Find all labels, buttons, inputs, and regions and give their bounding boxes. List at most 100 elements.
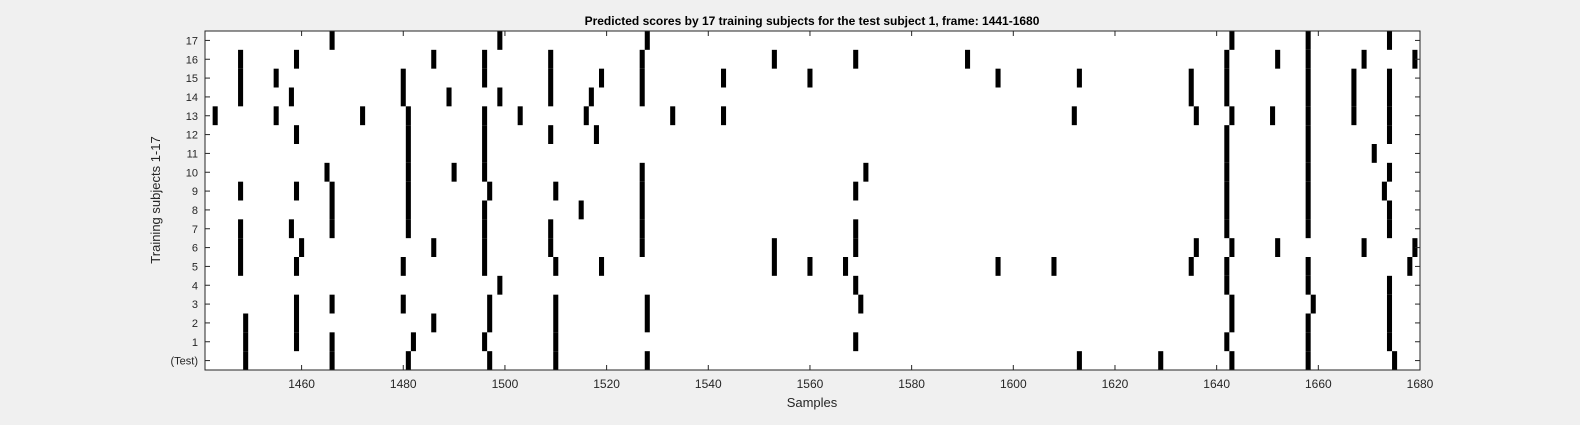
score-mark [583, 106, 589, 126]
score-mark [599, 68, 605, 88]
score-mark [451, 162, 457, 182]
score-mark [1361, 238, 1367, 257]
score-mark [1224, 275, 1230, 295]
y-tick-label: 17 [186, 35, 198, 47]
score-mark [548, 68, 554, 88]
score-mark [1412, 49, 1418, 69]
score-mark [1224, 219, 1230, 239]
score-mark [243, 332, 249, 352]
score-mark [639, 162, 645, 182]
score-mark [578, 200, 584, 220]
score-mark [1371, 144, 1377, 163]
score-mark [324, 162, 330, 182]
score-mark [400, 87, 406, 107]
score-mark [1305, 87, 1311, 107]
score-mark [238, 257, 244, 276]
score-mark [1229, 294, 1235, 314]
score-mark [1305, 332, 1311, 352]
score-mark [670, 106, 676, 126]
score-mark [1188, 87, 1194, 107]
score-mark [1310, 294, 1316, 314]
score-mark [400, 294, 406, 314]
score-mark [431, 49, 437, 69]
score-mark [431, 238, 437, 257]
score-mark [1305, 49, 1311, 69]
score-mark [1051, 257, 1057, 276]
x-tick-label: 1640 [1203, 377, 1230, 391]
score-mark [1224, 332, 1230, 352]
score-mark [1386, 31, 1393, 50]
score-mark [1229, 351, 1235, 370]
score-mark [238, 49, 244, 69]
score-mark [1392, 351, 1398, 370]
score-mark [360, 106, 366, 126]
score-mark [1351, 87, 1357, 107]
score-mark [807, 257, 813, 276]
score-mark [288, 219, 294, 239]
y-tick-label: 11 [187, 148, 198, 160]
score-mark [1361, 49, 1367, 69]
score-mark [1305, 125, 1311, 144]
score-mark [771, 238, 777, 257]
y-tick-label: 12 [186, 130, 198, 142]
score-mark [1386, 106, 1393, 126]
score-mark [329, 219, 335, 239]
score-mark [1229, 313, 1235, 333]
score-mark [1386, 219, 1393, 239]
y-tick-label: 9 [192, 186, 198, 198]
y-tick-label: 7 [192, 224, 198, 236]
score-mark [329, 294, 335, 314]
score-mark [293, 294, 300, 314]
score-mark [293, 49, 300, 69]
score-mark [1386, 125, 1393, 144]
score-mark [446, 87, 452, 107]
score-mark [644, 351, 650, 370]
score-mark [405, 181, 411, 201]
score-mark [548, 87, 554, 107]
score-mark [1412, 238, 1418, 257]
score-mark [497, 31, 503, 50]
score-mark [400, 68, 406, 88]
score-mark [548, 238, 554, 257]
score-mark [243, 313, 249, 333]
score-mark [1305, 181, 1311, 201]
x-tick-label: 1680 [1407, 377, 1434, 391]
score-mark [553, 181, 559, 201]
score-mark [1224, 68, 1230, 88]
score-mark [1381, 181, 1387, 201]
score-mark [238, 87, 244, 107]
score-mark [853, 219, 859, 239]
score-mark [482, 125, 488, 144]
y-tick-label: 8 [192, 205, 198, 217]
y-tick-label: 15 [186, 73, 198, 85]
score-mark [1229, 106, 1235, 126]
score-mark [482, 200, 488, 220]
score-mark [482, 257, 488, 276]
score-mark [293, 332, 300, 352]
score-mark [853, 238, 859, 257]
score-mark [238, 238, 244, 257]
score-mark [410, 332, 416, 352]
score-mark [273, 106, 279, 126]
score-mark [405, 125, 411, 144]
y-tick-label: 14 [186, 92, 198, 104]
score-mark [807, 68, 813, 88]
score-mark [843, 257, 849, 276]
score-mark [1305, 144, 1311, 163]
x-tick-label: 1540 [695, 377, 722, 391]
score-mark [1305, 31, 1311, 50]
score-mark [548, 49, 554, 69]
score-mark [329, 200, 335, 220]
x-tick-label: 1480 [390, 377, 417, 391]
score-mark [1188, 257, 1194, 276]
score-mark [553, 257, 559, 276]
score-mark [1386, 162, 1393, 182]
score-mark [1076, 68, 1082, 88]
score-mark [1275, 49, 1281, 69]
score-mark [1305, 257, 1311, 276]
score-mark [293, 313, 300, 333]
score-mark [517, 106, 523, 126]
